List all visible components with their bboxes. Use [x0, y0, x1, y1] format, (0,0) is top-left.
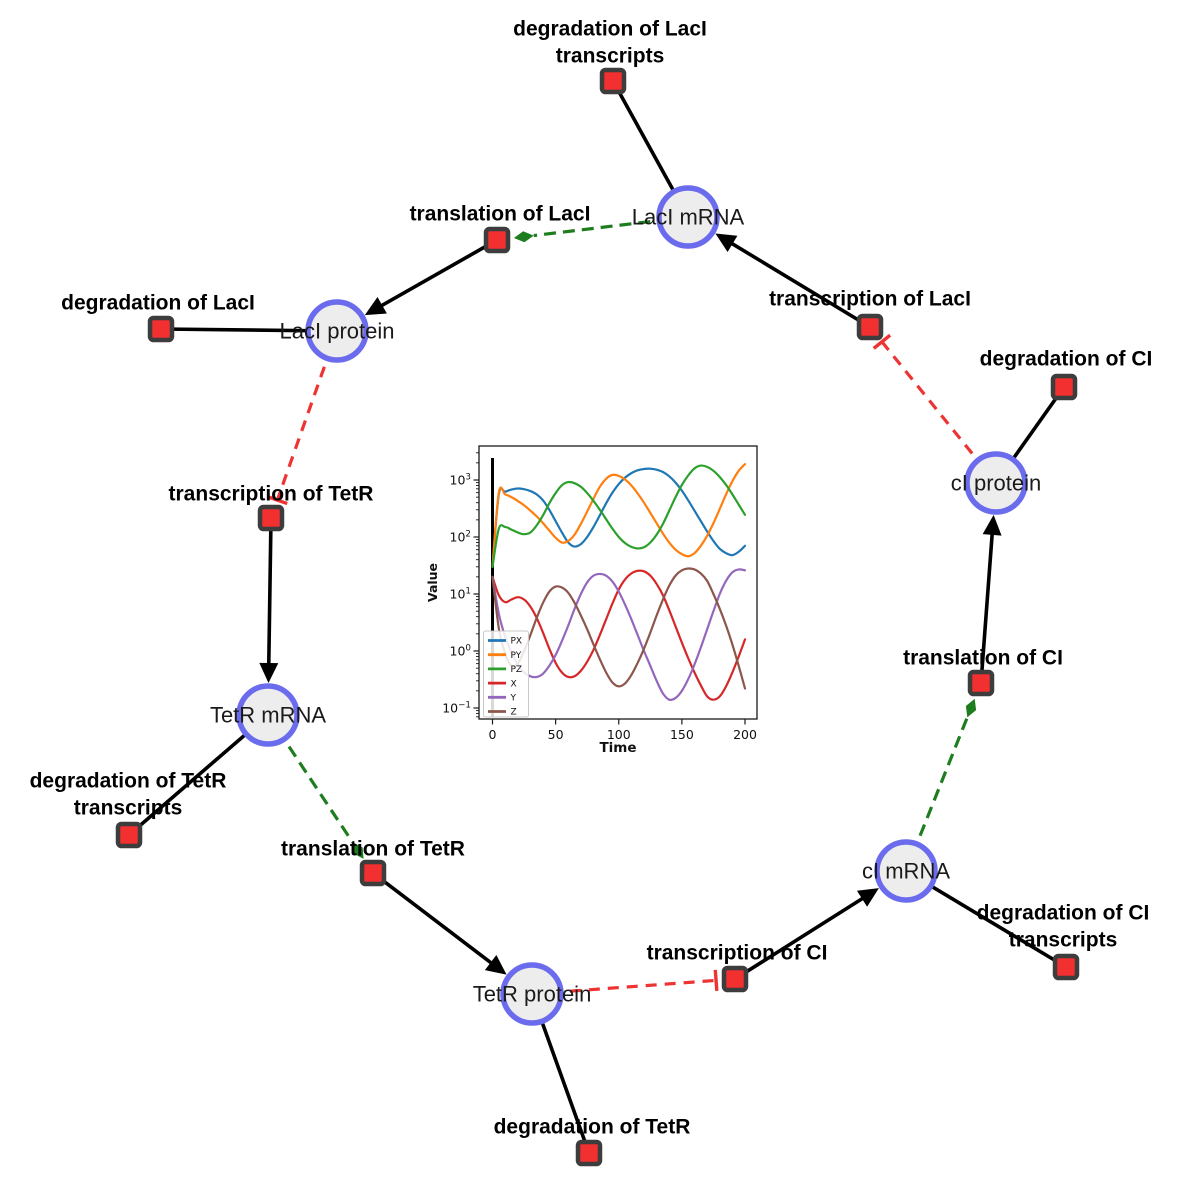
reaction-label-translation-of-laci: translation of LacI [410, 202, 591, 225]
reaction-label-translation-of-tetr: translation of TetR [281, 837, 465, 860]
reaction-label-degradation-of-tetr: degradation of TetR [494, 1115, 691, 1138]
reaction-label-degradation-of-laci: degradation of LacI [61, 291, 255, 314]
x-tick-label: 50 [548, 727, 564, 742]
tbar-inhibition-icon [266, 494, 288, 506]
diamond-arrowhead-icon [965, 698, 977, 718]
species-node-ci-protein [964, 451, 1028, 515]
tbar-inhibition-icon [713, 969, 719, 991]
x-tick-label: 0 [489, 727, 497, 742]
legend-entry-PZ: PZ [488, 665, 522, 675]
arrowhead-icon [364, 297, 387, 316]
species-node-tetr-protein [500, 962, 564, 1026]
x-tick-label: 100 [607, 727, 631, 742]
species-node-laci-mrna [656, 185, 720, 249]
edge-translation-of-ci--ci-protein [979, 514, 1002, 684]
reaction-node-degradation-of-laci-transcripts [599, 67, 627, 95]
y-axis-label: Value [425, 563, 440, 602]
reaction-node-translation-of-ci [967, 669, 995, 697]
species-node-tetr-mrna [236, 683, 300, 747]
arrowhead-icon [982, 514, 1002, 536]
legend: PX PY PZ XYZ [483, 630, 529, 718]
species-label-ci-protein: cI protein [951, 471, 1042, 496]
reaction-node-degradation-of-laci [147, 315, 175, 343]
reaction-label-degradation-of-ci-transcripts: degradation of CI [977, 901, 1150, 924]
arrowhead-icon [259, 662, 279, 684]
legend-label: Z [511, 708, 517, 718]
edge-tetr-protein--transcription-of-ci [531, 969, 719, 996]
x-axis-label: Time [599, 740, 636, 756]
edge-ci-protein--transcription-of-laci [872, 333, 998, 485]
reaction-node-degradation-of-tetr-transcripts [115, 821, 143, 849]
diamond-arrowhead-icon [513, 231, 534, 243]
chart-series [491, 463, 747, 702]
reaction-node-transcription-of-tetr [257, 504, 285, 532]
species-label-ci-mrna: cI mRNA [862, 859, 950, 884]
reaction-label-degradation-of-laci-transcripts: degradation of LacI [513, 17, 707, 40]
inset-chart: 0 50 100 150 20010310210110010−1TimeValuePXP… [425, 440, 776, 760]
reaction-node-transcription-of-laci [856, 313, 884, 341]
reaction-node-degradation-of-tetr [575, 1139, 603, 1167]
reaction-node-transcription-of-ci [721, 965, 749, 993]
reaction-node-degradation-of-ci [1050, 373, 1078, 401]
legend-label: X [511, 679, 517, 689]
series-line-Y [491, 568, 747, 702]
reaction-label-degradation-of-ci-transcripts: transcripts [1009, 928, 1118, 951]
reaction-node-translation-of-tetr [359, 859, 387, 887]
diamond-arrowhead-icon [352, 842, 364, 859]
edge-translation-of-tetr--tetr-protein [371, 871, 507, 975]
series-line-Z [491, 567, 747, 690]
nodes-layer [115, 67, 1080, 1167]
series-line-PZ [491, 464, 747, 568]
reaction-label-translation-of-ci: translation of CI [903, 646, 1063, 669]
legend-entry-X: X [488, 679, 517, 689]
arrowhead-icon [715, 233, 738, 253]
arrowhead-icon [484, 954, 507, 975]
legend-entry-PY: PY [488, 651, 522, 661]
legend-label: PZ [511, 665, 523, 675]
legend-label: PY [511, 651, 522, 661]
series-line-PY [491, 463, 747, 568]
reaction-label-degradation-of-laci-transcripts: transcripts [556, 44, 665, 67]
legend-label: Y [510, 694, 517, 704]
species-label-tetr-mrna: TetR mRNA [210, 703, 326, 728]
reaction-label-transcription-of-ci: transcription of CI [647, 941, 828, 964]
legend-entry-Y: Y [488, 694, 517, 704]
labels-layer: LacI mRNA LacI protein TetR mRNA TetR prote… [30, 17, 1153, 1138]
legend-entry-PX: PX [488, 637, 522, 647]
edge-transcription-of-ci--ci-mrna [734, 888, 879, 981]
arrowhead-icon [856, 888, 879, 907]
edge-transcription-of-tetr--tetr-mrna [259, 517, 279, 684]
edge-translation-of-laci--laci-protein [364, 238, 498, 316]
species-label-laci-mrna: LacI mRNA [632, 205, 745, 230]
x-tick-label: 150 [670, 727, 694, 742]
tbar-inhibition-icon [872, 333, 892, 350]
reaction-label-degradation-of-ci: degradation of CI [980, 347, 1153, 370]
legend-label: PX [511, 637, 523, 647]
species-node-ci-mrna [874, 839, 938, 903]
reaction-label-degradation-of-tetr-transcripts: degradation of TetR [30, 769, 227, 792]
x-tick-label: 200 [733, 727, 757, 742]
reaction-node-translation-of-laci [483, 226, 511, 254]
legend-box [483, 630, 529, 718]
reaction-label-transcription-of-laci: transcription of LacI [769, 287, 971, 310]
reaction-label-transcription-of-tetr: transcription of TetR [169, 482, 374, 505]
edge-transcription-of-laci--laci-mrna [715, 233, 871, 329]
reaction-node-degradation-of-ci-transcripts [1052, 953, 1080, 981]
species-label-laci-protein: LacI protein [280, 319, 395, 344]
species-label-tetr-protein: TetR protein [473, 982, 592, 1007]
legend-entry-Z: Z [488, 708, 517, 718]
series-line-PX [491, 467, 747, 568]
species-node-laci-protein [305, 299, 369, 363]
reaction-label-degradation-of-tetr-transcripts: transcripts [74, 796, 183, 819]
